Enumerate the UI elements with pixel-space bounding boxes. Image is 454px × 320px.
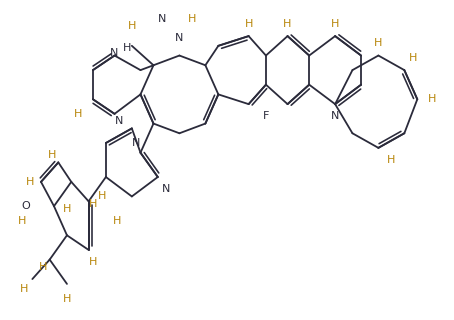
Text: H: H xyxy=(63,204,71,214)
Text: H: H xyxy=(409,53,417,63)
Text: O: O xyxy=(21,201,30,211)
Text: H: H xyxy=(128,21,136,31)
Text: N: N xyxy=(110,48,119,58)
Text: H: H xyxy=(98,191,106,202)
Text: H: H xyxy=(374,38,383,48)
Text: H: H xyxy=(428,94,436,104)
Text: H: H xyxy=(283,19,292,29)
Text: H: H xyxy=(48,150,56,160)
Text: N: N xyxy=(158,14,166,24)
Text: H: H xyxy=(26,177,35,187)
Text: H: H xyxy=(63,294,71,304)
Text: H: H xyxy=(89,257,97,267)
Text: H: H xyxy=(123,43,132,53)
Text: H: H xyxy=(113,216,121,226)
Text: N: N xyxy=(175,33,183,44)
Text: N: N xyxy=(162,184,171,194)
Text: H: H xyxy=(39,262,48,272)
Text: H: H xyxy=(20,284,28,294)
Text: N: N xyxy=(115,116,123,126)
Text: H: H xyxy=(244,19,253,29)
Text: N: N xyxy=(132,138,140,148)
Text: N: N xyxy=(331,111,339,121)
Text: H: H xyxy=(89,199,97,209)
Text: H: H xyxy=(74,109,82,119)
Text: F: F xyxy=(263,111,269,121)
Text: H: H xyxy=(387,155,395,165)
Text: H: H xyxy=(18,216,26,226)
Text: H: H xyxy=(331,19,339,29)
Text: H: H xyxy=(188,14,197,24)
